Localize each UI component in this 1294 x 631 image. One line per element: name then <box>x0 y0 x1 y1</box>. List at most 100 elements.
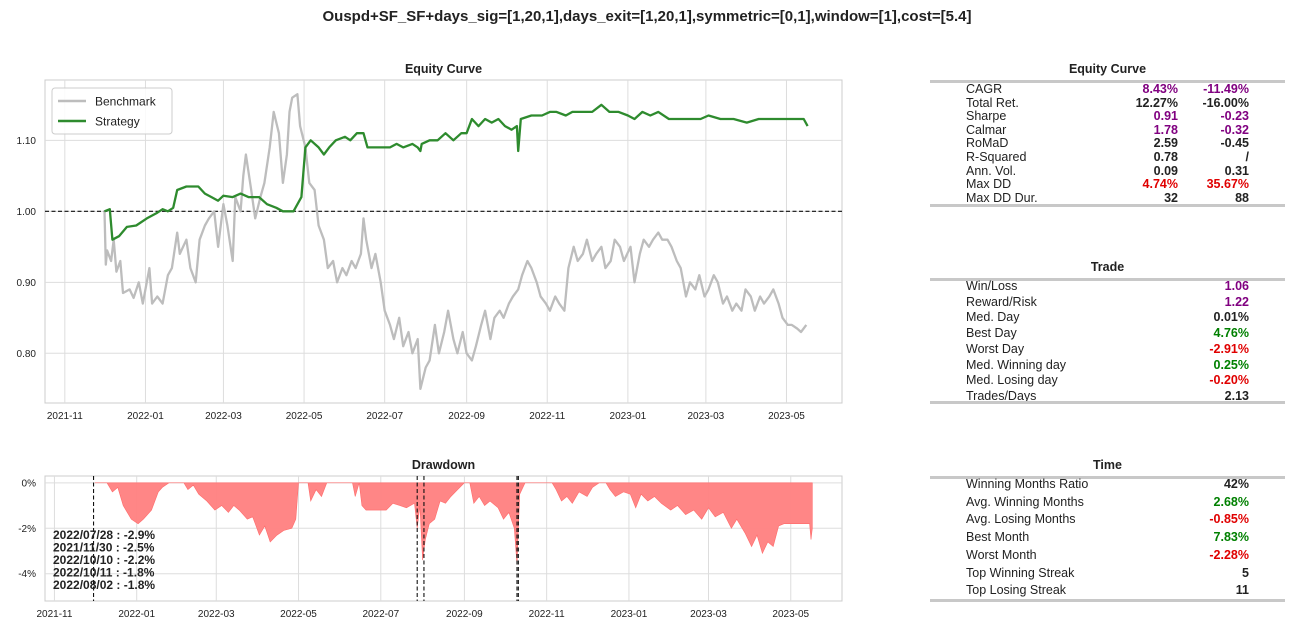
table-row: Top Losing Streak 11 <box>930 583 1285 601</box>
row-label: CAGR <box>966 82 1003 96</box>
time-stats-table: Time Winning Months Ratio 42% Avg. Winning … <box>930 458 1285 604</box>
row-value: 1.06 <box>1224 279 1249 293</box>
table-row: R-Squared 0.78 / <box>930 150 1285 164</box>
row-label: Worst Day <box>966 341 1025 356</box>
table-row: Top Winning Streak 5 <box>930 566 1285 584</box>
equity-y-tick-label: 0.90 <box>17 278 37 289</box>
drawdown-annotation: 2022/08/02 : -1.8% <box>53 578 155 592</box>
legend-label-strategy: Strategy <box>95 115 140 129</box>
row-label: Reward/Risk <box>966 294 1037 309</box>
row-value: 4.76% <box>1213 326 1249 341</box>
row-value-benchmark: -11.49% <box>1203 82 1249 96</box>
table-row: Max DD Dur. 32 88 <box>930 191 1285 205</box>
row-value-strategy: 0.09 <box>1153 163 1178 178</box>
table-row: Reward/Risk 1.22 <box>930 295 1285 311</box>
table-row: Worst Month -2.28% <box>930 548 1285 566</box>
row-value: -2.28% <box>1209 547 1249 562</box>
drawdown-annotation: 2022/10/11 : -1.8% <box>53 566 155 580</box>
row-value: 11 <box>1235 583 1249 598</box>
row-value-benchmark: -0.32 <box>1220 122 1250 137</box>
table-title: Time <box>1093 458 1122 472</box>
row-label: RoMaD <box>966 136 1009 151</box>
row-value: 0.01% <box>1213 310 1249 325</box>
row-value: 1.22 <box>1224 294 1249 309</box>
equity-x-tick-label: 2021-11 <box>47 411 83 422</box>
table-title: Trade <box>1090 260 1125 274</box>
table-row: Best Day 4.76% <box>930 326 1285 342</box>
drawdown-y-tick-label: 0% <box>22 478 37 489</box>
table-row: Winning Months Ratio 42% <box>930 477 1285 495</box>
drawdown-x-tick-label: 2022-11 <box>529 609 565 620</box>
row-value: 5 <box>1242 565 1249 580</box>
row-label: Max DD <box>966 177 1012 192</box>
drawdown-annotation: 2022/10/10 : -2.2% <box>53 553 155 567</box>
row-value: -2.91% <box>1209 341 1249 356</box>
equity-y-tick-label: 1.10 <box>17 136 37 147</box>
row-label: Winning Months Ratio <box>966 477 1089 491</box>
row-label: Win/Loss <box>966 279 1018 293</box>
row-label: Avg. Losing Months <box>966 512 1076 527</box>
row-label: Top Winning Streak <box>966 565 1075 580</box>
row-value-strategy: 0.78 <box>1153 150 1178 164</box>
legend-box <box>51 87 173 135</box>
table-row: Trades/Days 2.13 <box>930 389 1285 405</box>
equity-x-tick-label: 2023-01 <box>610 411 647 422</box>
table-bottom-rule <box>930 204 1285 207</box>
table-top-rule <box>930 476 1285 479</box>
equity-x-tick-label: 2022-09 <box>448 411 485 422</box>
row-value-strategy: 2.59 <box>1153 136 1178 151</box>
table-top-rule <box>930 278 1285 281</box>
table-row: Avg. Winning Months 2.68% <box>930 495 1285 513</box>
equity-stats-table: Equity Curve CAGR 8.43% -11.49% Total Ret. 12… <box>930 62 1285 208</box>
row-label: Sharpe <box>966 109 1007 124</box>
row-label: Calmar <box>966 122 1007 137</box>
row-value-benchmark: 35.67% <box>1206 177 1249 192</box>
table-row: Med. Winning day 0.25% <box>930 358 1285 374</box>
row-value: 7.83% <box>1213 530 1249 545</box>
equity-y-tick-label: 1.00 <box>17 207 37 218</box>
trade-stats-table: Trade Win/Loss 1.06 Reward/Risk 1.22 Med. Day… <box>930 260 1285 406</box>
table-top-rule <box>930 80 1285 83</box>
equity-x-tick-label: 2023-05 <box>768 411 805 422</box>
row-label: Max DD Dur. <box>966 190 1038 205</box>
table-row: Med. Day 0.01% <box>930 310 1285 326</box>
table-row: Avg. Losing Months -0.85% <box>930 512 1285 530</box>
drawdown-annotation: 2021/11/30 : -2.5% <box>53 541 155 555</box>
row-value: 2.13 <box>1224 388 1249 403</box>
row-label: Med. Winning day <box>966 357 1067 372</box>
drawdown-x-tick-label: 2022-03 <box>198 609 235 620</box>
table-row: Win/Loss 1.06 <box>930 279 1285 295</box>
row-value-strategy: 4.74% <box>1142 177 1178 192</box>
row-value: 42% <box>1223 477 1249 491</box>
row-value: -0.20% <box>1209 373 1249 388</box>
table-row: Calmar 1.78 -0.32 <box>930 123 1285 137</box>
row-value-benchmark: / <box>1245 150 1249 164</box>
drawdown-y-tick-label: -2% <box>18 524 36 535</box>
equity-x-tick-label: 2023-03 <box>688 411 725 422</box>
row-label: Best Day <box>966 326 1017 341</box>
table-row: Best Month 7.83% <box>930 530 1285 548</box>
table-row: Max DD 4.74% 35.67% <box>930 177 1285 191</box>
drawdown-x-tick-label: 2022-07 <box>362 609 399 620</box>
row-value-strategy: 8.43% <box>1142 82 1178 96</box>
row-value-strategy: 0.91 <box>1153 109 1178 124</box>
row-label: Med. Losing day <box>966 373 1058 388</box>
row-value: 0.25% <box>1213 357 1249 372</box>
row-value-strategy: 1.78 <box>1153 122 1178 137</box>
row-label: Best Month <box>966 530 1030 545</box>
drawdown-x-tick-label: 2022-01 <box>118 609 155 620</box>
row-value-benchmark: -0.45 <box>1220 136 1250 151</box>
row-value-strategy: 12.27% <box>1135 95 1178 110</box>
table-row: Ann. Vol. 0.09 0.31 <box>930 164 1285 178</box>
row-value-benchmark: 88 <box>1235 190 1249 205</box>
equity-x-tick-label: 2022-03 <box>205 411 242 422</box>
row-value-benchmark: 0.31 <box>1224 163 1249 178</box>
drawdown-y-tick-label: -4% <box>18 569 36 580</box>
row-label: R-Squared <box>966 150 1027 164</box>
row-value-benchmark: -16.00% <box>1202 95 1249 110</box>
drawdown-x-tick-label: 2021-11 <box>36 609 72 620</box>
table-title: Equity Curve <box>1068 62 1147 76</box>
drawdown-chart-title: Drawdown <box>412 458 475 472</box>
table-row: Sharpe 0.91 -0.23 <box>930 109 1285 123</box>
